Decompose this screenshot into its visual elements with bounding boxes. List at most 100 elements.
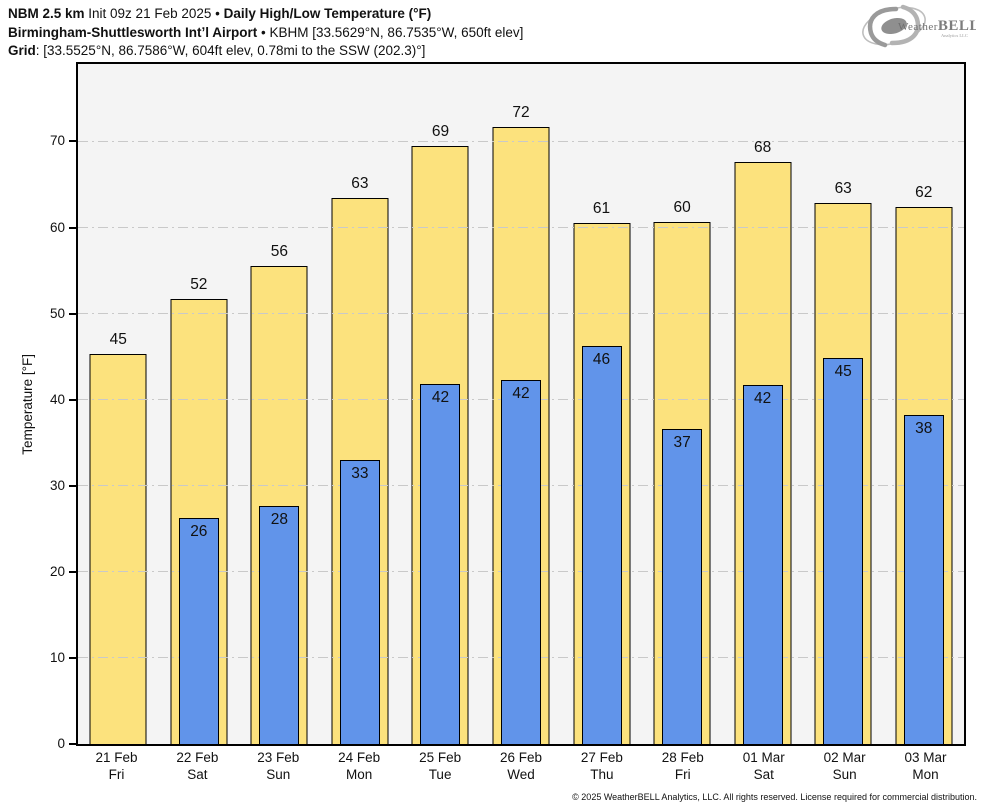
x-date-label: 21 Feb: [95, 750, 138, 765]
y-tick-label: 0: [57, 736, 65, 751]
high-value-label: 68: [754, 139, 772, 157]
low-bar: [339, 459, 380, 744]
x-day-label: Mon: [912, 766, 939, 782]
low-bar: [662, 428, 703, 744]
logo-weather-text: Weather: [898, 21, 938, 33]
bar-group: 63 45: [803, 64, 884, 744]
bars: 45 52 26 56 28 63 33 69 42 72 42 61 46 60 37 68 42 63 45 62…: [78, 64, 964, 744]
logo-bell-text: BELL: [938, 18, 976, 34]
gridline: [78, 313, 964, 315]
x-date-label: 26 Feb: [499, 750, 542, 765]
low-value-label: 38: [915, 420, 933, 438]
x-day-label: Fri: [674, 766, 691, 782]
low-bar: [259, 505, 300, 744]
bar-group: 63 33: [320, 64, 401, 744]
y-tick-label: 10: [49, 649, 65, 665]
y-tick-mark: [69, 140, 76, 143]
y-tick-label: 20: [49, 563, 65, 579]
model-name: NBM 2.5 km: [8, 6, 85, 21]
low-bar: [742, 385, 783, 744]
bar-group: 61 46: [561, 64, 642, 744]
low-value-label: 37: [673, 433, 691, 451]
x-day-label: Sat: [187, 766, 208, 782]
x-day-label: Fri: [108, 766, 125, 782]
x-date-label: 03 Mar: [904, 750, 947, 765]
y-tick-mark: [69, 398, 76, 401]
x-day-label: Sun: [266, 766, 291, 782]
y-tick-label: 40: [49, 391, 65, 407]
title-line-1: NBM 2.5 km Init 09z 21 Feb 2025 • Daily …: [8, 5, 523, 24]
high-value-label: 61: [592, 200, 611, 218]
y-tick-mark: [69, 484, 76, 487]
high-value-label: 63: [351, 175, 369, 193]
low-value-label: 42: [431, 389, 450, 407]
low-bar: [420, 384, 461, 744]
logo-sub-text: Analytics LLC: [941, 33, 968, 38]
hurricane-spiral-icon: WeatherBELL Analytics LLC: [862, 4, 979, 48]
low-value-label: 42: [754, 390, 772, 408]
high-bar: [89, 354, 147, 744]
gridline: [78, 227, 964, 229]
x-date-label: 01 Mar: [742, 750, 785, 765]
y-tick-mark: [69, 743, 76, 745]
low-bar: [178, 517, 219, 744]
high-value-label: 69: [431, 122, 450, 140]
x-date-label: 23 Feb: [257, 750, 300, 765]
x-day-label: Mon: [346, 766, 373, 782]
bar-group: 45: [78, 64, 159, 744]
high-value-label: 60: [673, 199, 691, 217]
x-date-label: 25 Feb: [419, 750, 462, 765]
y-tick-mark: [69, 226, 76, 229]
x-day-label: Tue: [428, 766, 452, 782]
low-value-label: 45: [834, 362, 852, 380]
low-bar: [823, 357, 864, 744]
init-time: Init 09z 21 Feb 2025 •: [84, 6, 224, 21]
bar-group: 69 42: [400, 64, 481, 744]
chart-header: NBM 2.5 km Init 09z 21 Feb 2025 • Daily …: [8, 5, 523, 61]
y-tick-label: 30: [49, 477, 65, 493]
plot-area: 45 52 26 56 28 63 33 69 42 72 42 61 46 60 37 68 42 63 45 62…: [50, 62, 966, 751]
high-value-label: 45: [109, 331, 127, 349]
high-value-label: 72: [512, 103, 530, 121]
x-date-label: 02 Mar: [823, 750, 866, 765]
low-bar: [581, 346, 622, 744]
bar-group: 68 42: [722, 64, 803, 744]
bar-group: 72 42: [481, 64, 562, 744]
x-tick-label: 21 Feb Fri: [76, 750, 157, 783]
bar-group: 60 37: [642, 64, 723, 744]
station-name: Birmingham-Shuttlesworth Intʼl Airport: [8, 24, 258, 40]
low-value-label: 26: [190, 522, 208, 540]
y-tick-label: 50: [49, 305, 65, 321]
gridline: [78, 140, 964, 142]
x-tick-label: 22 Feb Sat: [157, 750, 238, 783]
bar-group: 62 38: [883, 64, 964, 744]
low-value-label: 46: [592, 351, 611, 369]
weatherbell-logo: WeatherBELL Analytics LLC: [858, 2, 979, 50]
x-day-label: Thu: [590, 766, 614, 782]
grid-label: Grid: [8, 43, 36, 58]
x-tick-label: 01 Mar Sat: [723, 750, 804, 783]
y-tick-label: 60: [49, 219, 65, 235]
x-day-label: Sat: [753, 766, 774, 782]
x-tick-label: 03 Mar Mon: [885, 750, 966, 783]
svg-text:WeatherBELL: WeatherBELL: [898, 18, 976, 34]
y-tick-mark: [69, 312, 76, 315]
y-tick-mark: [69, 570, 76, 573]
x-date-label: 22 Feb: [176, 750, 219, 765]
x-tick-label: 25 Feb Tue: [400, 750, 481, 783]
low-value-label: 42: [512, 384, 530, 402]
copyright-text: © 2025 WeatherBELL Analytics, LLC. All r…: [572, 792, 977, 802]
chart-title: Daily High/Low Temperature (°F): [223, 6, 432, 21]
title-line-2: Birmingham-Shuttlesworth Intʼl Airport •…: [8, 24, 523, 43]
bar-group: 52 26: [159, 64, 240, 744]
low-value-label: 28: [270, 510, 288, 528]
high-value-label: 62: [915, 183, 933, 201]
grid-coords: : [33.5525°N, 86.7586°W, 604ft elev, 0.7…: [35, 43, 426, 58]
high-value-label: 63: [834, 179, 852, 197]
low-bar: [501, 379, 541, 744]
y-tick-mark: [69, 656, 76, 659]
station-coords: • KBHM [33.5629°N, 86.7535°W, 650ft elev…: [257, 24, 524, 40]
low-value-label: 33: [351, 464, 369, 482]
high-value-label: 56: [270, 243, 288, 261]
